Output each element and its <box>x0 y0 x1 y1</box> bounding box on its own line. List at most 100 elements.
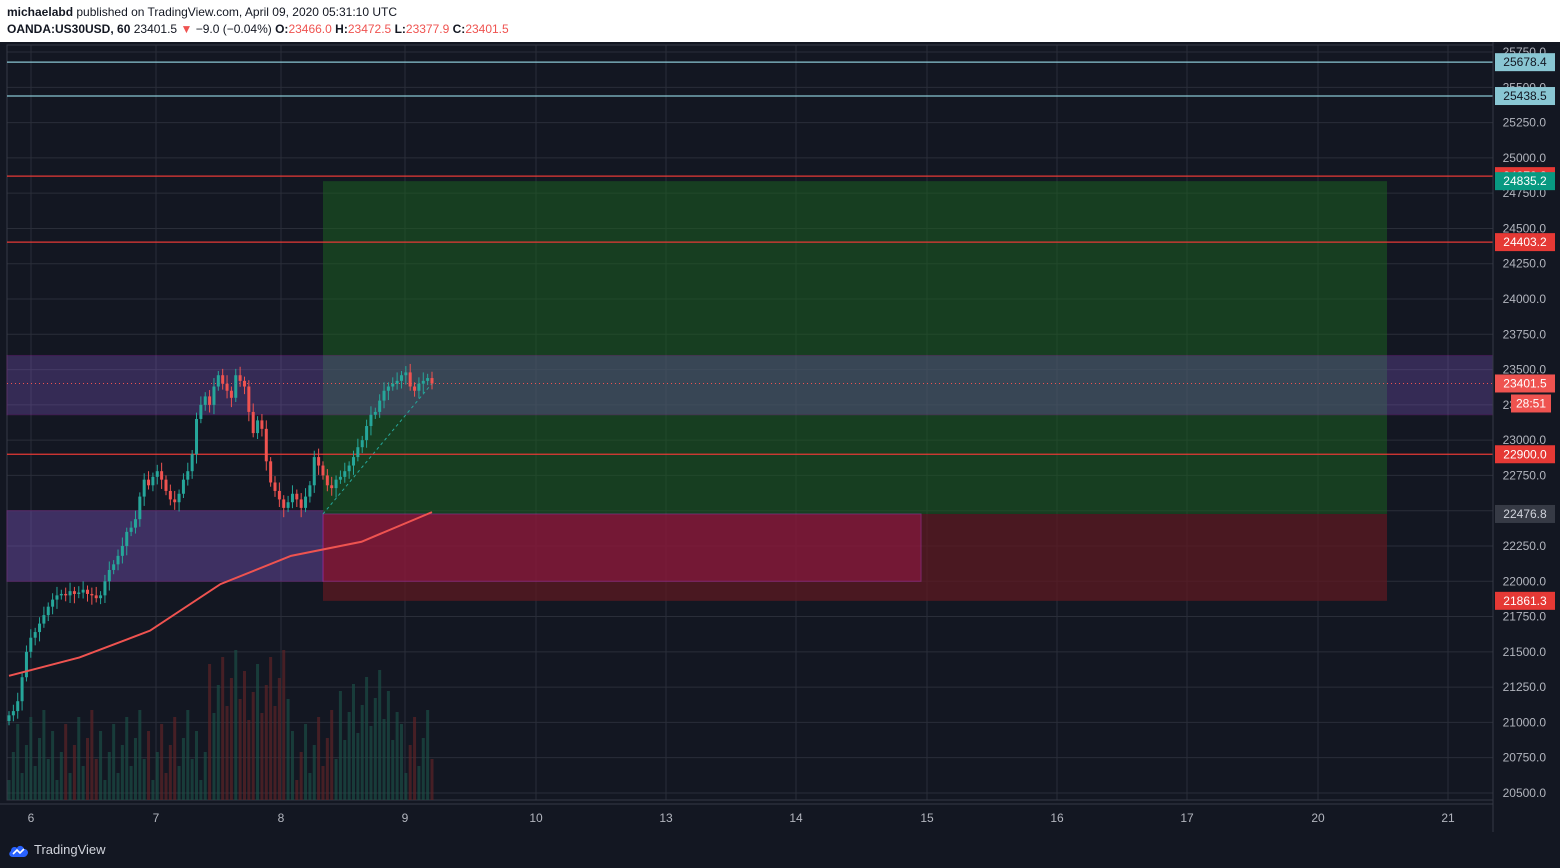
chart-zones <box>6 181 1494 601</box>
volume-bar <box>11 752 15 800</box>
candle-body <box>321 465 325 476</box>
candle-body <box>11 711 15 716</box>
candle-body <box>369 414 373 427</box>
volume-bar <box>382 719 386 800</box>
candle-body <box>199 404 203 419</box>
volume-bar <box>421 738 425 800</box>
tradingview-cloud-icon[interactable] <box>8 843 30 859</box>
level-price-label-bg <box>1495 87 1555 106</box>
volume-bar <box>282 650 286 800</box>
published-text: published on TradingView.com, April 09, … <box>76 5 398 19</box>
candle-body <box>256 420 260 434</box>
down-triangle-icon: ▼ <box>180 22 193 36</box>
tradingview-brand[interactable]: TradingView <box>34 842 106 857</box>
volume-bar <box>112 724 116 800</box>
candle-body <box>133 519 137 528</box>
level-price-label: 25438.5 <box>1503 89 1547 103</box>
low-value: 23377.9 <box>405 22 450 36</box>
symbol-label[interactable]: OANDA:US30USD, 60 <box>7 22 131 36</box>
volume-bar <box>164 773 168 800</box>
y-tick-label: 20750.0 <box>1503 751 1547 765</box>
volume-bar <box>120 745 124 800</box>
volume-bar <box>16 724 20 800</box>
countdown-bg <box>1511 394 1551 413</box>
candle-body <box>260 420 264 429</box>
volume-bar <box>64 724 68 800</box>
volume-bar <box>238 699 242 800</box>
price-labels: 25678.425438.524870.824403.222900.024835… <box>1495 53 1555 610</box>
close-value: 23401.5 <box>465 22 509 36</box>
price-chart[interactable]: 20500.0 20750.0 21000.0 21250.0 21500.0 21750… <box>0 42 1560 832</box>
volume-bar <box>29 717 33 800</box>
footer: TradingView <box>0 832 1560 868</box>
open-label: O: <box>275 22 289 36</box>
candle-body <box>116 555 120 565</box>
volume-bar <box>299 752 303 800</box>
volume-bar <box>295 780 299 800</box>
price-badge-bg <box>1495 591 1555 610</box>
time-axis[interactable]: 6 7 8 9 10 13 14 15 16 17 20 21 <box>0 803 1493 825</box>
candle-body <box>33 632 37 638</box>
candle-body <box>312 457 316 486</box>
candle-body <box>85 589 89 594</box>
author-name[interactable]: michaelabd <box>7 5 74 19</box>
volume-bar <box>55 780 59 800</box>
horizontal-levels[interactable] <box>7 61 1493 455</box>
candle-body <box>356 447 360 458</box>
volume-bar <box>325 738 329 800</box>
candle-body <box>42 615 46 624</box>
volume-bar <box>417 766 421 800</box>
countdown-label: 28:51 <box>1516 396 1546 410</box>
price-axis[interactable]: 20500.0 20750.0 21000.0 21250.0 21500.0 21750… <box>1492 42 1547 832</box>
candle-body <box>195 418 199 455</box>
x-tick-label: 10 <box>529 811 543 825</box>
candle-body <box>90 593 94 596</box>
level-price-label: 22900.0 <box>1503 447 1547 461</box>
volume-bar <box>229 678 233 800</box>
candle-body <box>404 372 408 376</box>
candle-body <box>129 527 133 532</box>
x-tick-label: 8 <box>278 811 285 825</box>
candle-body <box>64 593 68 596</box>
level-price-label-bg <box>1495 233 1555 252</box>
y-tick-label: 24250.0 <box>1503 257 1547 271</box>
candlestick-series <box>7 363 434 726</box>
candle-body <box>208 396 212 405</box>
volume-bar <box>216 685 220 800</box>
y-tick-label: 24500.0 <box>1503 221 1547 235</box>
volume-bar <box>181 738 185 800</box>
candle-body <box>430 378 434 384</box>
purple-resistance-zone <box>6 354 1494 416</box>
candle-body <box>334 479 338 489</box>
volume-bar <box>334 759 338 800</box>
volume-bar <box>430 759 434 800</box>
volume-bar <box>269 657 273 800</box>
candle-body <box>417 383 421 391</box>
volume-bar <box>242 671 246 800</box>
volume-bar <box>107 752 111 800</box>
volume-bar <box>51 731 55 800</box>
volume-bar <box>264 685 268 800</box>
candle-body <box>378 400 382 412</box>
volume-bar <box>386 691 390 800</box>
volume-bars <box>7 650 434 800</box>
volume-bar <box>173 717 177 800</box>
x-tick-label: 6 <box>28 811 35 825</box>
volume-bar <box>103 780 107 800</box>
volume-bar <box>360 705 364 800</box>
volume-bar <box>72 745 76 800</box>
y-tick-label: 21250.0 <box>1503 680 1547 694</box>
candle-body <box>395 380 399 384</box>
candle-body <box>408 372 412 387</box>
x-tick-label: 20 <box>1311 811 1325 825</box>
candle-body <box>177 493 181 503</box>
position-guide-line <box>322 383 433 515</box>
level-price-label: 25678.4 <box>1503 55 1547 69</box>
candle-body <box>142 479 146 497</box>
y-tick-label: 21500.0 <box>1503 645 1547 659</box>
candle-body <box>347 465 351 472</box>
volume-bar <box>391 740 395 800</box>
price-badge-bg <box>1495 172 1555 191</box>
volume-bar <box>373 698 377 800</box>
candle-body <box>59 593 63 596</box>
